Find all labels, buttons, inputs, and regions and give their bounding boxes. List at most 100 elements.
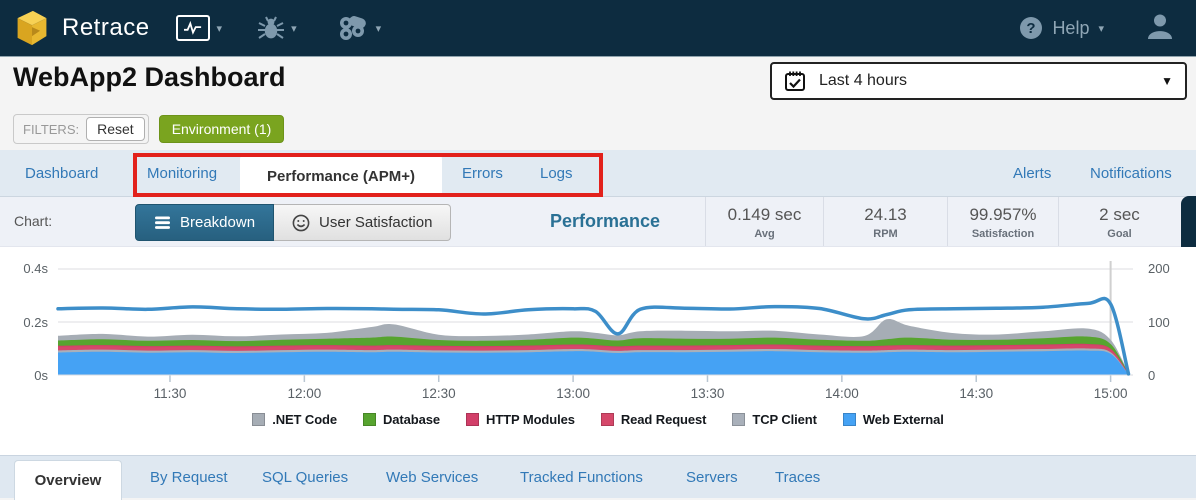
help-menu[interactable]: ? Help ▾ (1019, 16, 1104, 40)
retrace-logo-icon[interactable] (14, 8, 50, 48)
monitor-chart-icon (175, 15, 210, 41)
tab-performance-apm[interactable]: Performance (APM+) (240, 155, 442, 197)
legend-swatch (252, 413, 266, 426)
nav-monitoring-menu[interactable]: ▾ (175, 15, 223, 41)
svg-text:12:30: 12:30 (422, 386, 456, 401)
tab-errors[interactable]: Errors (462, 164, 503, 182)
y-axis-right-tick: 100 (1148, 315, 1170, 330)
tab-monitoring[interactable]: Monitoring (147, 164, 218, 182)
bug-icon (258, 16, 285, 39)
tab-web-services[interactable]: Web Services (386, 468, 479, 486)
legend-item[interactable]: Web External (842, 412, 944, 427)
legend-swatch (842, 413, 856, 426)
stat-rpm-label: RPM (873, 228, 898, 240)
environment-filter-button[interactable]: Environment (1) (158, 115, 285, 143)
svg-text:14:00: 14:00 (825, 386, 859, 401)
user-avatar[interactable] (1146, 12, 1174, 45)
logs-icon (339, 16, 366, 40)
user-satisfaction-label: User Satisfaction (319, 214, 433, 231)
legend-swatch (466, 413, 480, 426)
nav-errors-menu[interactable]: ▾ (258, 15, 297, 41)
tab-logs[interactable]: Logs (540, 164, 573, 182)
y-axis-left-tick: 0.4s (23, 261, 48, 276)
legend-label: Web External (862, 412, 944, 427)
user-satisfaction-button[interactable]: User Satisfaction (274, 204, 452, 241)
svg-text:11:30: 11:30 (154, 386, 187, 401)
person-icon (1148, 14, 1172, 39)
stat-avg: 0.149 sec Avg (705, 197, 823, 246)
time-range-select[interactable]: Last 4 hours ▼ (770, 62, 1187, 100)
y-axis-left-tick: 0.2s (23, 315, 48, 330)
top-navbar: Retrace ▾ ▾ ▾ (0, 0, 1196, 57)
legend-swatch (600, 413, 614, 426)
stat-satisfaction-value: 99.957% (969, 205, 1037, 224)
legend-swatch (732, 413, 746, 426)
tab-traces[interactable]: Traces (775, 468, 821, 486)
chart-panel-header: Chart: Breakdown User Satisfaction Perfo… (0, 197, 1196, 247)
filters-row: FILTERS: Reset Environment (1) (13, 114, 285, 144)
legend-item[interactable]: HTTP Modules (466, 412, 575, 427)
reset-filters-button[interactable]: Reset (86, 117, 145, 141)
svg-text:14:30: 14:30 (959, 386, 993, 401)
legend-item[interactable]: Read Request (600, 412, 707, 427)
panel-title: Performance (549, 211, 661, 231)
y-axis-right-tick: 200 (1148, 261, 1170, 276)
legend-item[interactable]: TCP Client (732, 412, 817, 427)
legend-item[interactable]: Database (363, 412, 440, 427)
stat-avg-value: 0.149 sec (727, 205, 802, 224)
divider (0, 447, 1196, 455)
bottom-tab-bar: Overview By Request SQL Queries Web Serv… (0, 455, 1196, 500)
chevron-down-icon: ▾ (291, 22, 297, 35)
nav-logs-menu[interactable]: ▾ (337, 15, 382, 41)
legend-label: Database (383, 412, 441, 427)
legend-label: TCP Client (752, 412, 817, 427)
stats-row: 0.149 sec Avg 24.13 RPM 99.957% Satisfac… (705, 197, 1180, 246)
breakdown-button[interactable]: Breakdown (135, 204, 275, 241)
svg-text:15:00: 15:00 (1094, 386, 1128, 401)
tab-notifications[interactable]: Notifications (1090, 164, 1172, 182)
calendar-check-icon (785, 71, 805, 91)
main-tab-bar: Dashboard Monitoring Performance (APM+) … (0, 150, 1196, 197)
performance-chart: 11:30 12:00 12:30 13:00 13:30 14:00 14:30 15:00 (56, 261, 1133, 401)
stat-rpm-value: 24.13 (864, 205, 907, 224)
chevron-down-icon: ▾ (1098, 22, 1104, 35)
tab-by-request[interactable]: By Request (150, 468, 228, 486)
tab-sql-queries[interactable]: SQL Queries (262, 468, 349, 486)
tab-overview[interactable]: Overview (14, 460, 122, 500)
y-axis-left-tick: 0s (34, 368, 48, 383)
svg-text:?: ? (1027, 20, 1036, 37)
chevron-down-icon: ▾ (375, 22, 382, 35)
legend-label: HTTP Modules (486, 412, 575, 427)
question-circle-icon: ? (1020, 17, 1043, 39)
svg-text:12:00: 12:00 (287, 386, 321, 401)
chart-label: Chart: (14, 213, 53, 229)
stat-goal-value: 2 sec (1099, 205, 1140, 224)
tab-tracked-functions[interactable]: Tracked Functions (520, 468, 643, 486)
tab-dashboard[interactable]: Dashboard (25, 164, 99, 182)
brand-name[interactable]: Retrace (62, 14, 150, 41)
chevron-down-icon: ▾ (216, 22, 223, 35)
smiley-icon (292, 214, 310, 231)
chart-legend: .NET Code Database HTTP Modules Read Req… (0, 412, 1196, 427)
filters-label: FILTERS: (23, 121, 80, 137)
svg-text:13:30: 13:30 (691, 386, 725, 401)
legend-label: Read Request (620, 412, 707, 427)
breakdown-label: Breakdown (180, 214, 256, 231)
stat-satisfaction: 99.957% Satisfaction (947, 197, 1058, 246)
help-label: Help (1052, 17, 1090, 38)
svg-text:13:00: 13:00 (556, 386, 590, 401)
stat-goal-label: Goal (1107, 228, 1132, 240)
stat-rpm: 24.13 RPM (823, 197, 947, 246)
tab-servers[interactable]: Servers (686, 468, 738, 486)
performance-chart-area: 11:30 12:00 12:30 13:00 13:30 14:00 14:30 15:00… (0, 247, 1196, 447)
chart-type-toggle: Breakdown User Satisfaction (135, 204, 452, 241)
stat-avg-label: Avg (754, 228, 775, 240)
filters-group: FILTERS: Reset (13, 114, 149, 144)
stat-satisfaction-label: Satisfaction (971, 228, 1035, 240)
stat-goal: 2 sec Goal (1058, 197, 1180, 246)
legend-label: .NET Code (272, 412, 338, 427)
chevron-down-icon: ▼ (1161, 74, 1173, 88)
legend-item[interactable]: .NET Code (252, 412, 337, 427)
time-range-value: Last 4 hours (819, 72, 908, 89)
tab-alerts[interactable]: Alerts (1013, 164, 1052, 182)
